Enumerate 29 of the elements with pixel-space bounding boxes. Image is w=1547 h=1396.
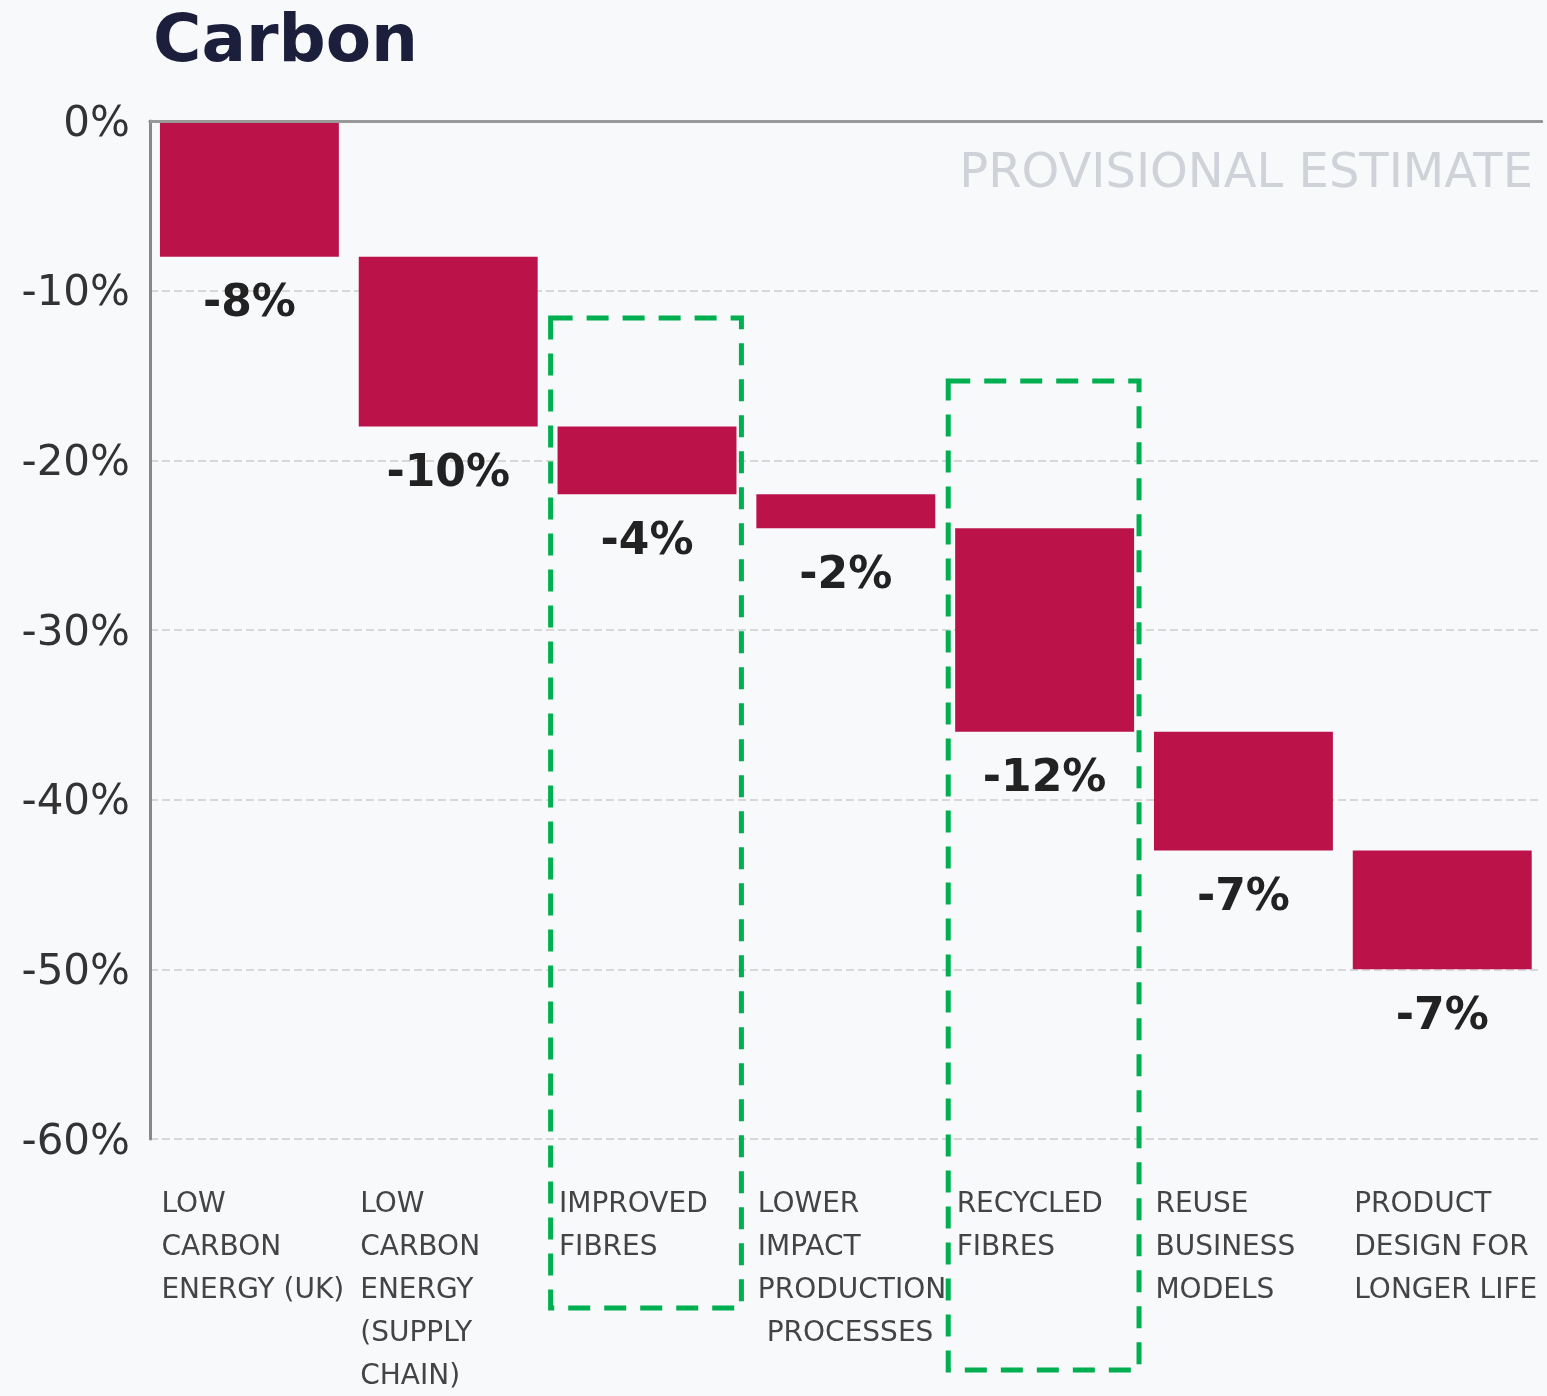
x-tick-label: REUSE BUSINESS MODELS bbox=[1155, 1186, 1305, 1305]
data-label: -2% bbox=[799, 546, 893, 598]
data-label: -10% bbox=[386, 444, 510, 496]
x-tick-label: LOW CARBON ENERGY (SUPPLY CHAIN) bbox=[360, 1186, 489, 1391]
y-tick-label: -20% bbox=[21, 435, 130, 485]
x-tick-label: PRODUCT DESIGN FOR LONGER LIFE bbox=[1354, 1186, 1538, 1305]
x-tick-label: RECYCLED FIBRES bbox=[956, 1186, 1112, 1262]
y-tick-label: -30% bbox=[21, 605, 130, 655]
bar bbox=[756, 494, 936, 529]
bar bbox=[557, 426, 737, 495]
data-label: -12% bbox=[982, 750, 1107, 802]
bar bbox=[955, 528, 1135, 732]
y-tick-label: -60% bbox=[21, 1114, 130, 1164]
y-tick-label: -10% bbox=[21, 266, 130, 316]
data-label: -8% bbox=[202, 275, 296, 327]
bar bbox=[159, 121, 339, 257]
data-label: -7% bbox=[1196, 869, 1290, 921]
data-label: -7% bbox=[1395, 987, 1489, 1039]
bar bbox=[358, 256, 538, 427]
bar bbox=[1153, 731, 1333, 851]
data-label: -4% bbox=[600, 512, 694, 564]
bar bbox=[1352, 850, 1532, 970]
x-tick-label: IMPROVED FIBRES bbox=[559, 1186, 717, 1262]
y-tick-label: -50% bbox=[21, 944, 130, 994]
chart-title: Carbon bbox=[153, 0, 419, 77]
y-tick-label: 0% bbox=[63, 96, 130, 146]
x-tick-label: LOWER IMPACT PRODUCTION PROCESSES bbox=[757, 1186, 947, 1348]
x-tick-label: LOW CARBON ENERGY (UK) bbox=[161, 1186, 345, 1305]
y-tick-label: -40% bbox=[21, 775, 130, 825]
